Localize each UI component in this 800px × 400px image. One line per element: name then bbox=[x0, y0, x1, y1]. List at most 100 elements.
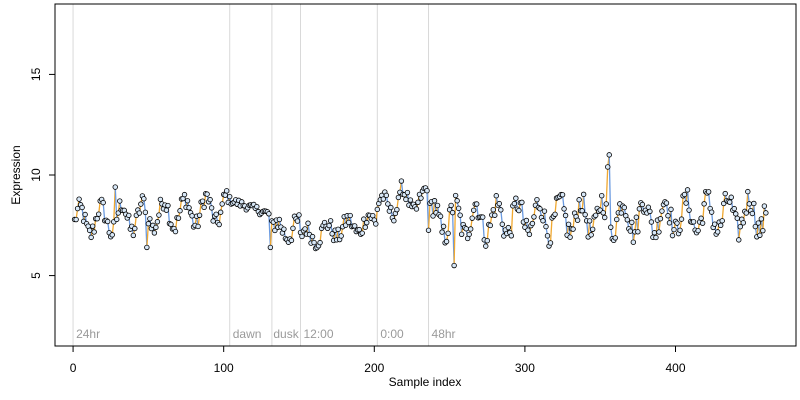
x-tick-label: 300 bbox=[515, 361, 535, 375]
data-point bbox=[614, 216, 620, 223]
data-point bbox=[168, 221, 174, 228]
data-point bbox=[394, 206, 400, 213]
data-point bbox=[668, 206, 674, 213]
time-annotation: 24hr bbox=[76, 327, 100, 341]
data-point bbox=[189, 213, 195, 219]
data-point bbox=[621, 204, 628, 211]
data-point bbox=[288, 237, 295, 244]
data-point bbox=[627, 228, 634, 234]
data-point bbox=[559, 192, 566, 198]
data-point bbox=[216, 221, 222, 228]
data-point bbox=[114, 216, 120, 223]
x-tick-label: 400 bbox=[665, 361, 685, 375]
data-point bbox=[589, 226, 596, 232]
data-point bbox=[469, 215, 475, 221]
data-point bbox=[714, 229, 721, 235]
data-point bbox=[684, 187, 691, 193]
data-point bbox=[612, 235, 618, 241]
data-point bbox=[195, 223, 201, 230]
data-point bbox=[445, 230, 451, 237]
data-point bbox=[439, 229, 445, 235]
data-point bbox=[105, 218, 111, 225]
data-point bbox=[740, 220, 746, 226]
data-point bbox=[592, 212, 599, 219]
data-point bbox=[541, 208, 548, 214]
data-point bbox=[755, 220, 762, 226]
data-point bbox=[606, 152, 612, 158]
series-segment bbox=[637, 208, 641, 232]
data-point bbox=[516, 207, 522, 214]
time-annotation: 0:00 bbox=[380, 327, 404, 341]
data-point bbox=[95, 211, 102, 217]
data-point bbox=[281, 226, 287, 232]
data-point bbox=[172, 228, 179, 235]
data-point bbox=[217, 209, 224, 215]
data-point bbox=[663, 200, 670, 206]
data-point bbox=[751, 200, 757, 207]
y-tick-label: 15 bbox=[29, 67, 43, 81]
data-point bbox=[165, 202, 171, 209]
data-point bbox=[132, 225, 138, 232]
data-point bbox=[540, 218, 546, 224]
series-segment bbox=[736, 218, 740, 240]
data-point bbox=[430, 213, 436, 219]
data-point bbox=[311, 239, 317, 246]
data-point bbox=[266, 211, 272, 217]
data-point bbox=[746, 201, 753, 207]
data-point bbox=[496, 200, 502, 207]
data-point bbox=[651, 230, 658, 236]
data-point bbox=[452, 192, 459, 199]
data-point bbox=[272, 227, 278, 234]
data-point bbox=[388, 204, 394, 211]
data-point bbox=[227, 193, 233, 200]
data-point bbox=[599, 193, 605, 199]
data-point bbox=[686, 207, 692, 213]
y-axis-label: Expression bbox=[9, 145, 23, 204]
data-point bbox=[656, 229, 662, 235]
time-annotation: 12:00 bbox=[304, 327, 334, 341]
data-point bbox=[727, 199, 733, 205]
data-point bbox=[624, 217, 631, 223]
data-point bbox=[329, 231, 335, 237]
data-point bbox=[630, 239, 637, 245]
data-point bbox=[717, 222, 724, 229]
data-point bbox=[505, 224, 512, 231]
data-point bbox=[395, 194, 402, 201]
data-point bbox=[674, 220, 680, 226]
data-point bbox=[407, 197, 414, 203]
data-point bbox=[374, 206, 381, 213]
data-point bbox=[487, 222, 493, 229]
data-point bbox=[671, 226, 677, 233]
data-point bbox=[467, 226, 474, 232]
data-point bbox=[403, 196, 409, 203]
data-point bbox=[163, 207, 170, 213]
data-point bbox=[647, 208, 653, 215]
data-point bbox=[683, 200, 689, 206]
data-point bbox=[653, 234, 659, 241]
data-point bbox=[398, 178, 405, 184]
data-point bbox=[565, 221, 572, 227]
y-tick-label: 10 bbox=[29, 168, 43, 182]
data-point bbox=[608, 224, 614, 230]
data-point bbox=[204, 191, 210, 197]
series-segment bbox=[680, 195, 684, 220]
data-point bbox=[359, 230, 365, 236]
data-point bbox=[561, 206, 567, 212]
data-point bbox=[760, 227, 766, 234]
data-point bbox=[440, 223, 447, 230]
data-point bbox=[184, 198, 191, 204]
data-point bbox=[457, 212, 463, 218]
data-point bbox=[570, 226, 576, 232]
data-point bbox=[373, 221, 379, 227]
data-point bbox=[370, 212, 376, 219]
data-point bbox=[415, 199, 421, 205]
data-point bbox=[380, 196, 387, 202]
series-segment bbox=[482, 217, 485, 240]
data-point bbox=[309, 233, 316, 240]
series-segment bbox=[753, 203, 756, 227]
data-point bbox=[142, 209, 149, 216]
x-axis: 0 100 200 300 400 bbox=[70, 345, 686, 375]
data-point bbox=[490, 206, 496, 213]
data-point bbox=[690, 219, 697, 225]
data-point bbox=[112, 184, 118, 190]
